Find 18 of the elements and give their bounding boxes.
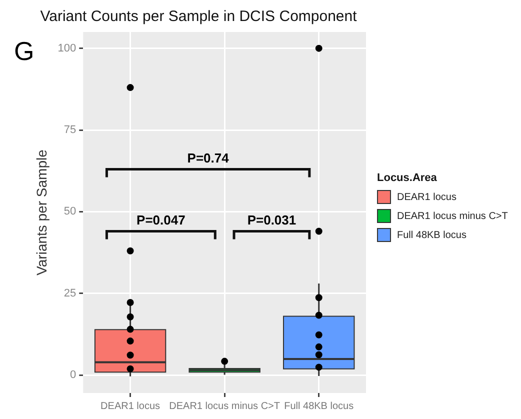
y-tick-label: 25 (64, 287, 76, 300)
y-axis-title: Variants per Sample (33, 149, 50, 276)
y-tick-label: 75 (64, 124, 76, 136)
legend-label: DEAR1 locus (397, 192, 456, 202)
x-tick-label: DEAR1 locus minus C>T (169, 400, 280, 412)
legend-label: DEAR1 locus minus C>T (397, 210, 508, 222)
y-tick-label: 50 (64, 206, 76, 218)
annotation: P=0.74 (187, 150, 230, 166)
chart-title: Variant Counts per Sample in DCIS Component (40, 8, 358, 26)
text: G (14, 36, 34, 66)
x-tick-label: Full 48KB locus (284, 400, 354, 412)
annotation: P=0.047 (136, 212, 186, 228)
y-tick-label: 100 (58, 42, 76, 54)
annotation: P=0.031 (247, 212, 296, 228)
x-tick-label: DEAR1 locus (100, 400, 160, 412)
y-tick-label: 0 (70, 369, 76, 382)
legend-label: Full 48KB locus (397, 230, 466, 240)
legend-title: Locus.Area (377, 172, 438, 184)
